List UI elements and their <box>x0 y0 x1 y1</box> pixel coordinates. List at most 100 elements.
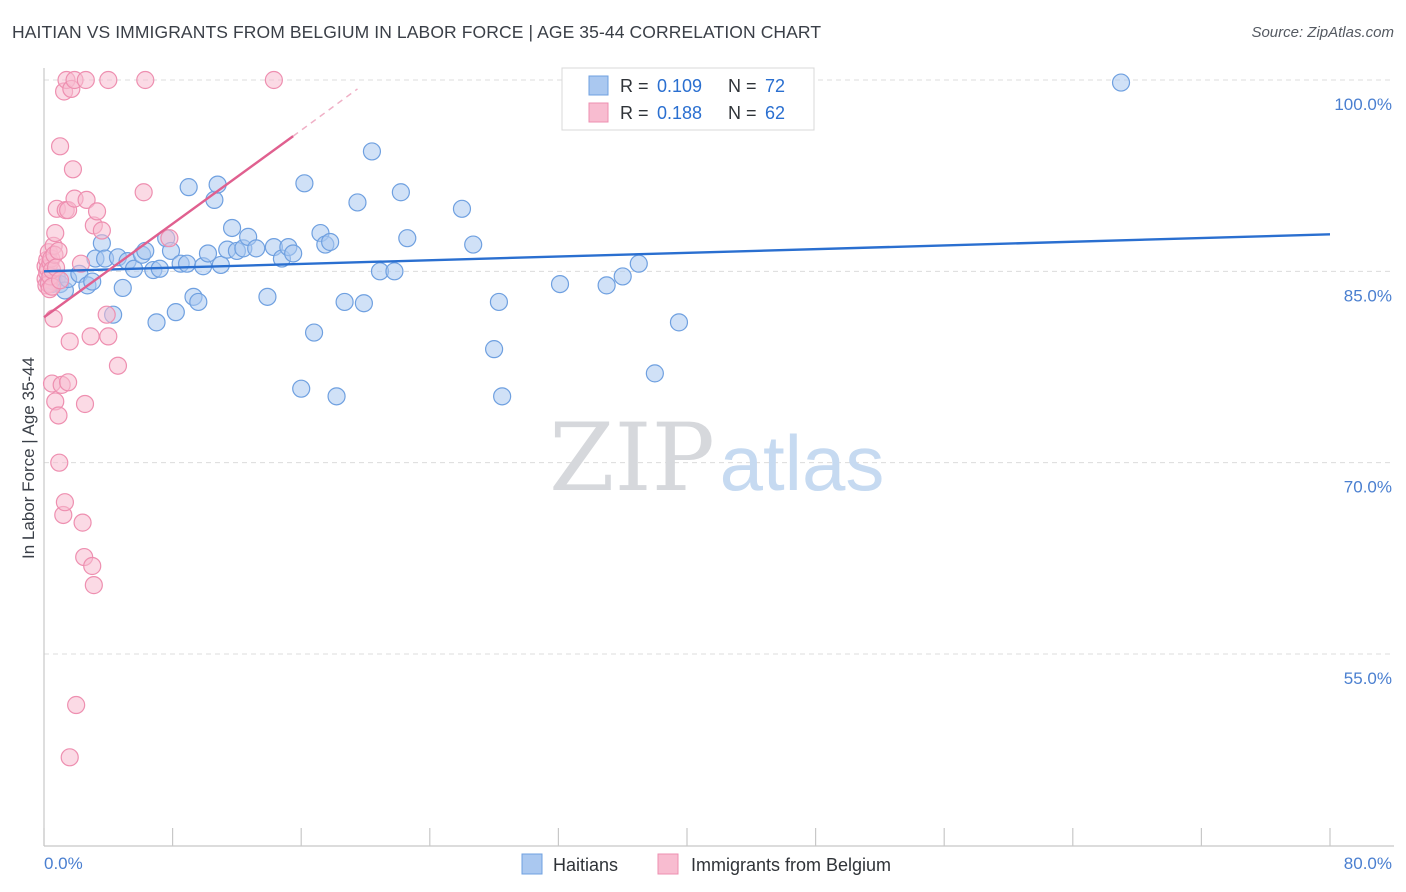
belgium-point <box>46 223 65 243</box>
haitians-point <box>284 244 303 263</box>
haitians-point <box>327 387 346 406</box>
belgium-point <box>50 137 70 156</box>
belgium-point <box>108 356 128 375</box>
haitians-point <box>189 292 208 312</box>
belgium-point <box>97 305 116 324</box>
bottom-legend-belgium: Immigrants from Belgium <box>691 855 891 875</box>
haitians-point <box>113 278 132 298</box>
haitians-point <box>385 262 404 281</box>
bottom-legend: Haitians Immigrants from Belgium <box>521 853 891 875</box>
haitians-point <box>348 193 367 212</box>
y-tick-labels: 55.0% 70.0% 85.0% 100.0% <box>1334 95 1392 688</box>
belgium-point <box>60 332 79 351</box>
haitians-point <box>354 294 373 313</box>
x-tick-label-max: 80.0% <box>1344 854 1392 873</box>
haitians-point <box>292 379 311 398</box>
belgium-point <box>84 576 103 595</box>
legend-r-label-0: R = <box>620 76 649 96</box>
belgium-point <box>99 70 118 90</box>
haitians-point <box>179 178 198 197</box>
legend-n-value-1: 62 <box>765 103 785 123</box>
legend-n-label-1: N = <box>728 103 757 123</box>
belgium-point <box>77 190 96 210</box>
belgium-point <box>60 748 79 767</box>
legend-n-value-0: 72 <box>765 76 785 96</box>
haitians-point <box>222 218 242 238</box>
legend-r-label-1: R = <box>620 103 649 123</box>
haitians-point <box>645 364 664 383</box>
haitians-point <box>1111 73 1131 92</box>
haitians-point <box>304 323 324 342</box>
y-axis-label: In Labor Force | Age 35-44 <box>19 357 38 559</box>
haitians-point <box>295 174 314 193</box>
haitians-point <box>629 254 648 273</box>
haitians-point <box>362 142 382 161</box>
belgium-point <box>75 394 95 414</box>
belgium-point <box>63 160 83 179</box>
y-tick-label: 100.0% <box>1334 95 1392 114</box>
haitians-point <box>485 340 504 359</box>
legend-r-value-0: 0.109 <box>657 76 702 96</box>
haitians-point <box>613 267 632 286</box>
y-tick-label: 55.0% <box>1344 669 1392 688</box>
bottom-legend-swatch-haitians <box>521 853 543 875</box>
belgium-trend-extension <box>292 88 358 137</box>
watermark-atlas: atlas <box>720 419 885 507</box>
haitians-point <box>493 387 512 406</box>
belgium-point <box>264 70 283 90</box>
belgium-point <box>83 556 102 576</box>
belgium-point <box>50 453 69 472</box>
watermark-zip: ZIP <box>549 404 715 513</box>
legend: R = 0.109 N = 72 R = 0.188 N = 62 <box>561 67 815 131</box>
haitians-point <box>198 244 218 263</box>
y-tick-label: 70.0% <box>1344 478 1392 497</box>
trend-lines <box>43 88 1331 319</box>
source-label: Source: ZipAtlas.com <box>1251 24 1394 41</box>
bottom-legend-swatch-belgium <box>657 853 679 875</box>
haitians-point <box>452 199 472 218</box>
haitians-point <box>166 303 185 322</box>
belgium-point <box>99 327 118 346</box>
bottom-legend-haitians: Haitians <box>553 855 618 875</box>
belgium-point <box>59 373 78 392</box>
legend-n-label-0: N = <box>728 76 757 96</box>
haitians-point <box>258 287 277 306</box>
belgium-point <box>160 229 179 248</box>
legend-swatch-haitians <box>588 75 609 96</box>
watermark: ZIP atlas <box>549 404 884 513</box>
belgium-point <box>50 271 70 290</box>
haitians-point <box>177 254 197 273</box>
y-tick-label: 85.0% <box>1344 286 1392 305</box>
chart-title: HAITIAN VS IMMIGRANTS FROM BELGIUM IN LA… <box>12 22 822 42</box>
belgium-point <box>73 513 92 532</box>
x-ticks <box>43 828 1331 846</box>
haitians-point <box>391 183 410 202</box>
haitians-point <box>398 229 417 248</box>
data-points <box>36 70 1131 767</box>
haitians-trend-line <box>43 233 1331 273</box>
belgium-point <box>92 221 111 240</box>
belgium-point <box>44 309 63 328</box>
legend-swatch-belgium <box>588 102 609 123</box>
belgium-point <box>67 695 86 715</box>
haitians-point <box>489 292 509 312</box>
haitians-point <box>464 235 483 254</box>
belgium-point <box>134 183 153 202</box>
haitians-point <box>321 232 340 252</box>
belgium-point <box>81 327 100 346</box>
grid-lines <box>44 79 1394 655</box>
belgium-point <box>87 202 107 221</box>
belgium-point <box>136 70 155 90</box>
belgium-point <box>49 406 68 425</box>
belgium-point <box>71 254 91 273</box>
belgium-point <box>49 241 68 261</box>
belgium-point <box>55 493 74 512</box>
haitians-point <box>550 274 570 294</box>
belgium-trend-line <box>43 135 294 319</box>
haitians-point <box>247 239 266 258</box>
haitians-point <box>147 313 166 332</box>
x-tick-label-min: 0.0% <box>44 854 83 873</box>
haitians-point <box>597 276 616 295</box>
haitians-point <box>335 292 354 312</box>
